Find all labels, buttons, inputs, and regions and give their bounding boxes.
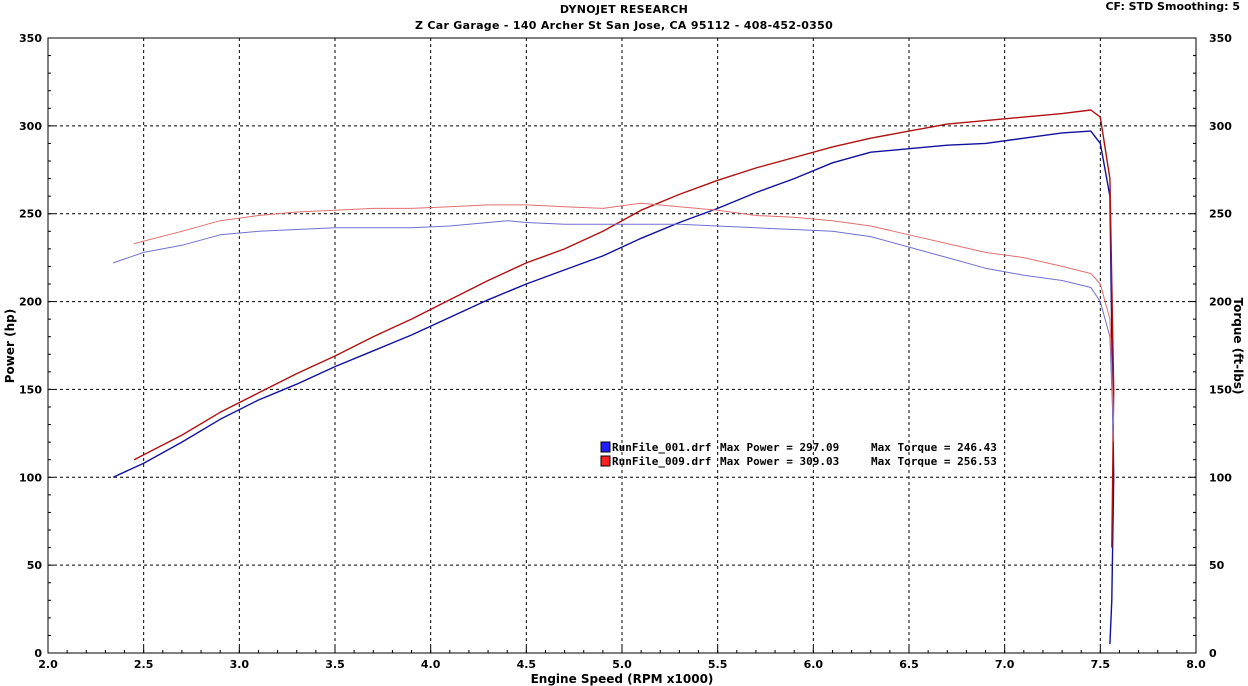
grid-lines (48, 38, 1196, 653)
x-tick-label: 3.5 (325, 658, 345, 671)
x-tick-labels: 2.0 2.5 3.0 3.5 4.0 4.5 5.0 5.5 6.0 6.5 7.0 7.5 8.0 (38, 658, 1206, 671)
y-tick-label: 100 (19, 471, 42, 484)
series-layer (112, 109, 1115, 645)
series-line-torque-4 (133, 202, 1115, 425)
x-tick-label: 3.0 (230, 658, 250, 671)
y-tick-label: 0 (34, 647, 42, 660)
legend-file: RunFile_001.drf (612, 441, 711, 454)
settings-readout: CF: STD Smoothing: 5 (1105, 0, 1240, 13)
legend: RunFile_001.drf Max Power = 297.09 Max Tor… (600, 441, 997, 468)
legend-max-power: Max Power = 297.09 (720, 441, 839, 454)
legend-swatch (600, 455, 611, 467)
x-tick-label: 5.5 (708, 658, 728, 671)
x-tick-label: 7.5 (1091, 658, 1111, 671)
x-tick-label: 4.5 (517, 658, 537, 671)
y2-tick-label: 0 (1209, 647, 1217, 660)
legend-max-torque: Max Torque = 246.43 (871, 441, 997, 454)
y-tick-label: 250 (19, 208, 42, 221)
legend-max-torque: Max Torque = 256.53 (871, 455, 997, 468)
y2-tick-label: 200 (1209, 296, 1232, 309)
x-tick-label: 6.0 (804, 658, 824, 671)
legend-max-power: Max Power = 309.03 (720, 455, 839, 468)
legend-swatch (600, 441, 611, 453)
legend-file: RunFile_009.drf (612, 455, 711, 468)
y-tick-label: 200 (19, 296, 42, 309)
y2-tick-label: 350 (1209, 32, 1232, 45)
y-tick-label: 350 (19, 32, 42, 45)
x-tick-label: 8.0 (1186, 658, 1206, 671)
y-tick-label: 150 (19, 383, 42, 396)
y2-tick-label: 150 (1209, 383, 1232, 396)
series-line-torque-3 (112, 220, 1115, 443)
y2-tick-label: 250 (1209, 208, 1232, 221)
y2-tick-label: 50 (1209, 559, 1225, 572)
chart-subtitle: Z Car Garage - 140 Archer St San Jose, C… (414, 19, 834, 32)
x-tick-label: 2.5 (134, 658, 154, 671)
x-tick-label: 2.0 (38, 658, 58, 671)
y2-axis-title: Torque (ft-lbs) (1231, 298, 1245, 395)
minor-ticks (47, 37, 1197, 654)
y-axis-title: Power (hp) (3, 309, 17, 383)
y-tick-labels: 0 50 100 150 200 250 300 350 (19, 32, 42, 660)
x-tick-label: 5.0 (612, 658, 632, 671)
series-line-power-1 (112, 130, 1115, 645)
x-tick-label: 6.5 (899, 658, 919, 671)
chart-title: DYNOJET RESEARCH (559, 3, 689, 16)
x-axis-title: Engine Speed (RPM x1000) (531, 672, 714, 686)
y2-tick-label: 300 (1209, 120, 1232, 133)
x-tick-label: 7.0 (995, 658, 1015, 671)
x-tick-label: 4.0 (421, 658, 441, 671)
y2-tick-label: 100 (1209, 471, 1232, 484)
series-line-power-2 (133, 109, 1115, 548)
y-tick-label: 50 (27, 559, 43, 572)
y-tick-label: 300 (19, 120, 42, 133)
y2-tick-labels: 0 50 100 150 200 250 300 350 (1209, 32, 1232, 660)
